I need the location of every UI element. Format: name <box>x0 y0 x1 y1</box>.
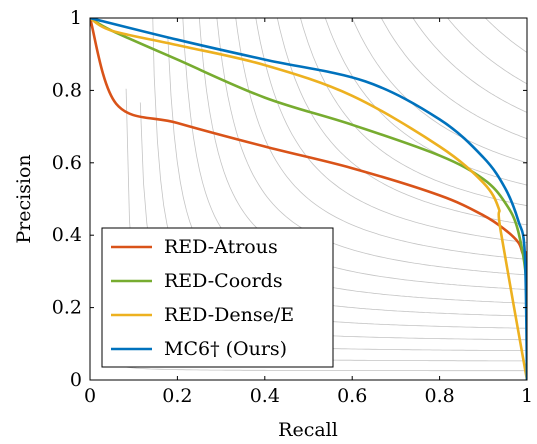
y-tick-label: 0.4 <box>52 224 82 246</box>
x-tick-label: 0.2 <box>162 385 192 407</box>
iso-f-curve <box>104 343 527 372</box>
y-tick-label: 1 <box>70 7 82 29</box>
series-lines <box>90 18 527 380</box>
y-tick-label: 0.6 <box>52 152 82 174</box>
legend-box <box>101 227 334 368</box>
axis-ticks: 0 0.2 0.4 0.6 0.8 1 0 0.2 0.4 0.6 0.8 1 <box>52 7 533 407</box>
legend-label: RED-Dense/E <box>164 304 294 326</box>
iso-f-curve <box>198 18 527 290</box>
legend-label: RED-Atrous <box>164 236 278 258</box>
series-line-3 <box>90 18 527 380</box>
x-tick-label: 0.8 <box>424 385 454 407</box>
iso-f-curve <box>484 18 527 53</box>
iso-f-curve <box>380 18 527 140</box>
iso-f-curve <box>255 18 527 244</box>
series-line-1 <box>90 18 527 380</box>
y-tick-label: 0 <box>70 369 82 391</box>
iso-f-curve <box>235 18 527 260</box>
legend-label: RED-Coords <box>164 270 283 292</box>
x-axis-label: Recall <box>278 419 338 441</box>
legend-label: MC6† (Ours) <box>164 338 287 360</box>
series-line-2 <box>90 18 527 380</box>
plot-frame <box>89 17 528 381</box>
iso-f-curve <box>412 18 527 113</box>
x-tick-label: 0.4 <box>250 385 280 407</box>
x-tick-label: 0 <box>84 385 96 407</box>
y-tick-label: 0.2 <box>52 297 82 319</box>
x-tick-label: 0.6 <box>337 385 367 407</box>
iso-f-curve <box>324 18 527 186</box>
y-axis-label: Precision <box>13 154 35 243</box>
x-tick-label: 1 <box>521 385 533 407</box>
iso-f-curve <box>276 18 527 226</box>
iso-f-curve <box>216 18 527 276</box>
legend: RED-Atrous RED-Coords RED-Dense/E MC6† (Our… <box>101 227 334 368</box>
y-tick-label: 0.8 <box>52 79 82 101</box>
iso-f-curve <box>351 18 527 164</box>
iso-f-curve <box>447 18 527 85</box>
